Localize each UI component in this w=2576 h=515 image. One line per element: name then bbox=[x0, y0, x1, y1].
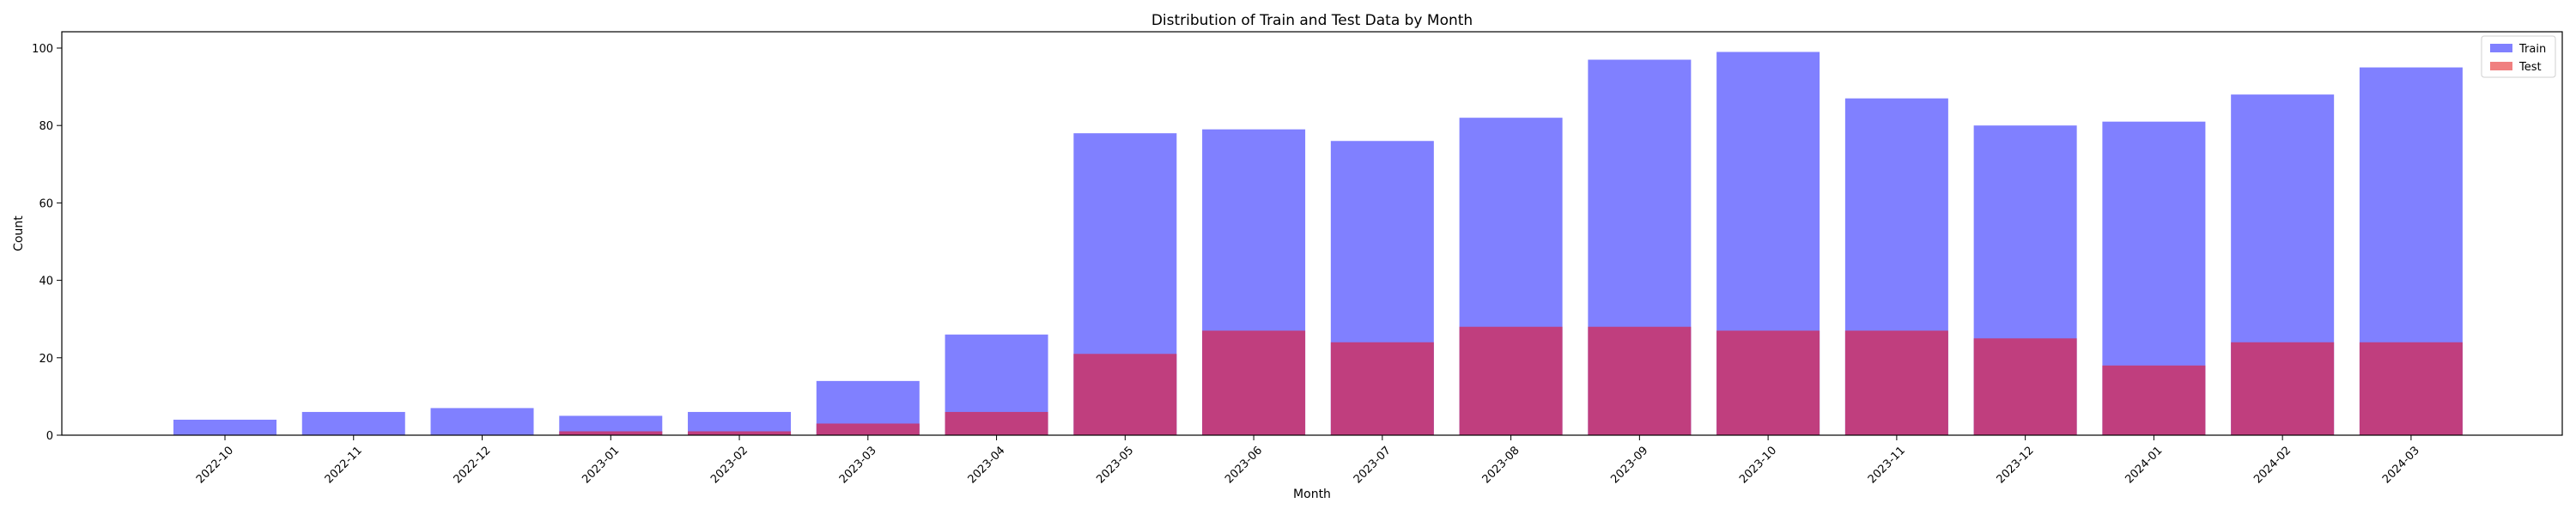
bar-train-2022-11 bbox=[301, 411, 405, 435]
y-tick-label: 20 bbox=[39, 353, 53, 366]
x-axis-label: Month bbox=[1293, 488, 1331, 501]
bar-test-2023-07 bbox=[1330, 342, 1434, 435]
bar-test-2023-10 bbox=[1716, 330, 1820, 435]
bar-test-2023-09 bbox=[1588, 326, 1692, 435]
y-axis: 0 20 40 60 80 100 bbox=[32, 43, 62, 443]
bar-test-2024-02 bbox=[2231, 342, 2335, 435]
chart-title: Distribution of Train and Test Data by M… bbox=[1151, 12, 1473, 29]
bar-train-2023-01 bbox=[559, 415, 663, 435]
train-bars bbox=[173, 52, 2463, 436]
legend-swatch-test bbox=[2490, 62, 2512, 70]
bar-test-2023-05 bbox=[1073, 354, 1177, 435]
legend-label-test: Test bbox=[2518, 61, 2542, 74]
bar-test-2024-01 bbox=[2102, 365, 2206, 435]
bar-test-2024-03 bbox=[2359, 342, 2463, 435]
bar-test-2023-04 bbox=[945, 411, 1048, 435]
y-tick-label: 60 bbox=[39, 197, 53, 210]
bar-train-2022-10 bbox=[173, 419, 276, 435]
bar-test-2023-02 bbox=[688, 431, 792, 435]
bar-test-2023-11 bbox=[1844, 330, 1948, 435]
bar-test-2023-01 bbox=[559, 431, 663, 435]
y-tick-label: 0 bbox=[46, 430, 53, 443]
legend: Train Test bbox=[2481, 35, 2556, 78]
bar-test-2023-12 bbox=[1973, 338, 2077, 435]
legend-label-train: Train bbox=[2518, 43, 2546, 56]
y-tick-label: 100 bbox=[32, 43, 53, 56]
bar-test-2023-06 bbox=[1202, 330, 1306, 435]
bar-test-2023-08 bbox=[1459, 326, 1563, 435]
legend-swatch-train bbox=[2490, 44, 2512, 52]
bar-train-2022-12 bbox=[430, 408, 534, 435]
y-axis-label: Count bbox=[12, 215, 26, 251]
y-tick-label: 40 bbox=[39, 276, 53, 288]
bar-test-2023-03 bbox=[816, 423, 920, 435]
plot-area-frame bbox=[61, 31, 2563, 436]
test-bars bbox=[559, 326, 2463, 435]
y-tick-label: 80 bbox=[39, 120, 53, 133]
